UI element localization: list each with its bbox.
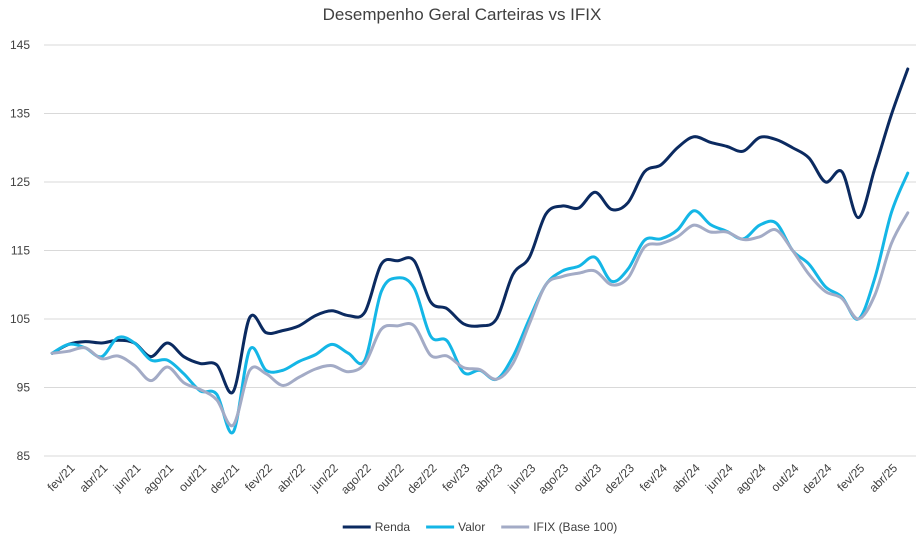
y-tick-label: 115	[11, 244, 30, 258]
y-tick-label: 145	[10, 38, 30, 52]
y-tick-label: 85	[17, 449, 31, 463]
chart-title: Desempenho Geral Carteiras vs IFIX	[323, 5, 602, 24]
y-tick-label: 95	[17, 381, 31, 395]
y-tick-label: 135	[10, 107, 30, 121]
legend-label: Renda	[375, 520, 411, 534]
y-tick-label: 105	[10, 312, 30, 326]
y-tick-label: 125	[10, 175, 30, 189]
legend-label: IFIX (Base 100)	[533, 520, 617, 534]
series-line	[50, 67, 910, 395]
legend: Renda Valor IFIX (Base 100)	[342, 520, 617, 534]
series-line	[50, 211, 910, 428]
legend-label: Valor	[458, 520, 485, 534]
